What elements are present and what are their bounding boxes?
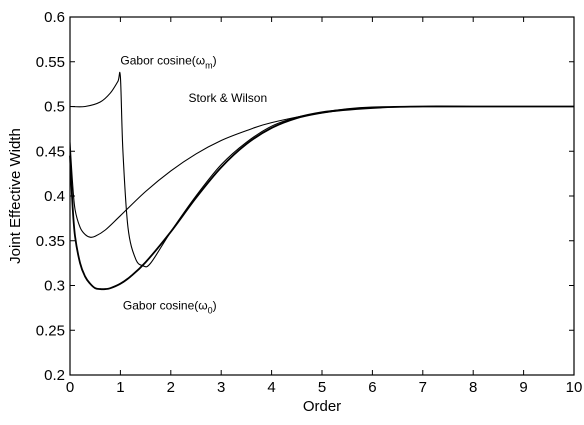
x-tick-label: 8 (469, 379, 477, 396)
y-tick-label: 0.35 (36, 233, 65, 250)
plot-frame (69, 16, 575, 376)
x-tick-label: 4 (267, 379, 275, 396)
y-tick-label: 0.45 (36, 143, 65, 160)
x-tick-label: 7 (419, 379, 427, 396)
y-tick-label: 0.5 (44, 99, 65, 116)
y-tick-label: 0.6 (44, 9, 65, 26)
annotation-stork: Stork & Wilson (188, 91, 267, 105)
annotation-gabor_0: Gabor cosine(ω0) (123, 299, 217, 316)
y-tick-label: 0.55 (36, 54, 65, 71)
y-tick-label: 0.25 (36, 322, 65, 339)
y-tick-label: 0.4 (44, 188, 65, 205)
y-axis-label: Joint Effective Width (7, 128, 24, 264)
annotation-gabor_m: Gabor cosine(ωm) (120, 53, 216, 70)
series-line-gabor-cosine-w0 (69, 105, 574, 291)
y-tick-label: 0.2 (44, 367, 65, 384)
x-tick-label: 3 (217, 379, 225, 396)
x-tick-label: 9 (519, 379, 527, 396)
x-tick-label: 5 (318, 379, 326, 396)
annotation-layer: Gabor cosine(ωm) Stork & Wilson Gabor cosi… (120, 53, 267, 315)
series-line-stork-wilson (69, 105, 574, 238)
x-tick-label: 10 (566, 379, 583, 396)
series-line-gabor-cosine-wm (69, 71, 574, 268)
x-tick-label: 0 (66, 379, 74, 396)
ticks-layer: 0 1 2 3 4 5 6 7 8 9 10 0.2 0.25 0.3 0.35 0.4 0.45 0.5 0.55… (36, 9, 583, 396)
y-tick-label: 0.3 (44, 278, 65, 295)
x-tick-label: 1 (116, 379, 124, 396)
series-layer (69, 71, 574, 291)
x-tick-label: 2 (167, 379, 175, 396)
x-tick-label: 6 (368, 379, 376, 396)
x-axis-label: Order (303, 398, 341, 415)
